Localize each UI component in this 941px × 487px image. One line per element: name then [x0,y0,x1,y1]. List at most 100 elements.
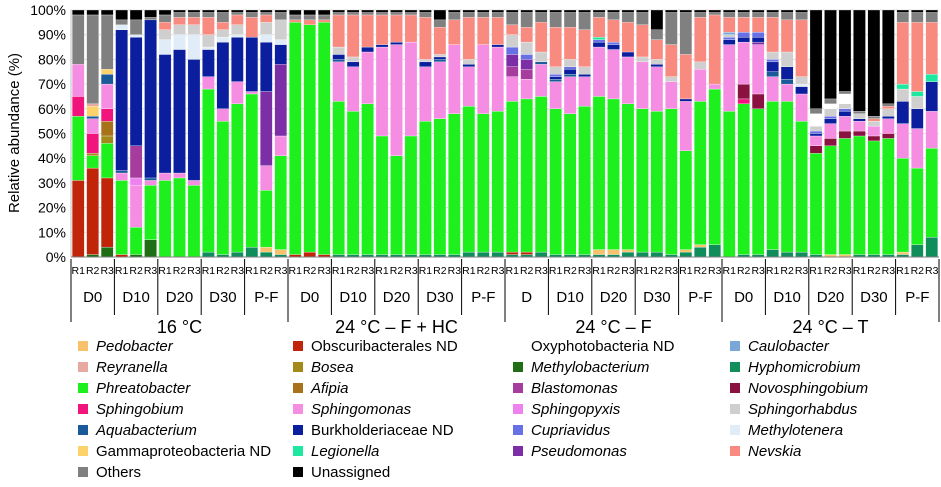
bar-segment-others [824,98,837,105]
bar-segment-unassigned [780,9,794,13]
replicate-label: R3 [578,265,592,277]
bar-segment-aquabacterium [549,79,562,82]
bar-segment-sphingomonas [158,172,172,181]
replicate-label: R1 [592,265,606,277]
bar-segment-others [737,12,750,18]
bar-segment-hyphomicrobium [245,246,259,258]
bar-segment-phreatobacter [216,121,230,255]
bar-segment-others [289,14,302,21]
bar-segment-unassigned [824,9,837,100]
sample-bar [795,9,808,258]
bar-segment-burkholderiaceae-nd [158,54,172,174]
bar-segment-others [694,12,707,18]
bar-segment-aquabacterium [115,170,128,174]
bar-segment-phreatobacter [650,111,664,253]
legend-label: Legionella [311,442,380,460]
sample-bar [390,9,403,258]
bar-segment-burkholderiaceae-nd [549,76,562,80]
replicate-label: R3 [231,265,245,277]
bar-segment-others [332,12,345,16]
legend-label: Pseudomonas [531,442,627,460]
bar-segment-others [274,12,287,21]
bar-segment-methylotenera [158,39,172,55]
bar-segment-unassigned [100,9,114,16]
sample-bar [448,9,461,258]
replicate-label: R2 [911,265,925,277]
bar-segment-nevskia [216,22,230,30]
bar-segment-sphingomonas [795,93,808,122]
bar-segment-phreatobacter [679,150,693,250]
sample-bar [289,9,302,258]
sample-bar [780,9,794,258]
bar-segment-phreatobacter [144,185,157,240]
bar-segment-others [534,12,548,23]
legend-swatch [513,341,523,351]
bar-segment-nevskia [911,22,924,92]
bar-segment-sphingomonas [766,76,779,102]
bar-segment-cupriavidus [563,66,577,70]
bar-segment-burkholderiaceae-nd [419,61,432,67]
bar-segment-pseudomonas [506,54,519,67]
replicate-label: R1 [549,265,563,277]
y-tick-label: 40% [38,150,66,166]
bar-segment-nevskia [419,17,432,60]
bar-segment-sphingorhabdus [549,66,562,75]
bar-segment-others [896,12,910,23]
bar-segment-gammaproteobacteria-nd [100,69,114,75]
legend-label: Unassigned [311,463,391,481]
replicate-label: R2 [173,265,187,277]
bar-segment-burkholderiaceae-nd [809,133,823,137]
bar-segment-sphingomonas [260,165,273,191]
y-tick-label: 50% [38,126,66,142]
bar-segment-unassigned [260,9,273,13]
bar-segment-others [853,111,866,114]
bar-segment-sphingomonas [737,41,750,85]
bar-segment-nevskia [375,14,389,45]
bar-segment-phreatobacter [665,108,678,255]
bar-segment-obscuribacterales-nd [303,251,316,258]
bar-segment-phreatobacter [723,111,736,258]
bar-segment-phreatobacter [694,101,707,245]
replicate-label: R2 [563,265,577,277]
bar-segment-burkholderiaceae-nd [129,37,143,146]
bar-segment-sphingomonas [187,180,201,186]
bar-segment-methylotenera [173,34,186,50]
bar-segment-unassigned [867,9,881,117]
replicate-label: R3 [404,265,418,277]
bar-segment-sphingorhabdus [578,66,591,75]
legend-label: Phreatobacter [96,379,191,397]
bar-segment-hyphomicrobium [491,251,504,258]
bar-segment-hyphomicrobium [766,249,779,258]
bar-segment-sphingomonas [477,44,490,114]
bar-segment-others [477,12,490,18]
bar-segment-phreatobacter [361,103,374,255]
bar-segment-nevskia [187,17,201,25]
bar-segment-sphingobium [72,96,85,117]
bar-segment-unassigned [115,9,128,21]
bar-segment-burkholderiaceae-nd [274,44,287,65]
bar-segment-phreatobacter [303,24,316,253]
sample-bar [477,9,490,258]
bar-segment-nevskia [708,14,721,85]
sample-bar [317,9,331,258]
bar-segment-others [462,12,476,18]
bar-segment-cupriavidus [809,130,823,134]
bar-segment-nevskia [578,29,591,67]
bar-segment-phreatobacter [173,177,186,258]
bar-segment-sphingorhabdus [867,121,881,127]
bar-segment-phreatobacter [86,155,99,169]
bar-segment-novosphingobium [737,83,750,100]
legend-item-burkholderiaceae-nd: Burkholderiaceae ND [293,420,454,440]
bar-segment-burkholderiaceae-nd [361,46,374,53]
bar-segment-sphingomonas [433,61,447,119]
bar-segment-others [448,12,461,21]
legend-item-phreatobacter: Phreatobacter [78,378,190,398]
bar-segment-unassigned [332,9,345,13]
sample-bar [723,9,736,258]
bar-segment-phreatobacter [737,103,750,255]
bar-segment-sphingomonas [506,76,519,102]
bar-segment-burkholderiaceae-nd [245,37,259,92]
bar-segment-others [491,12,504,18]
sample-bar [260,9,273,258]
replicate-label: R1 [679,265,693,277]
